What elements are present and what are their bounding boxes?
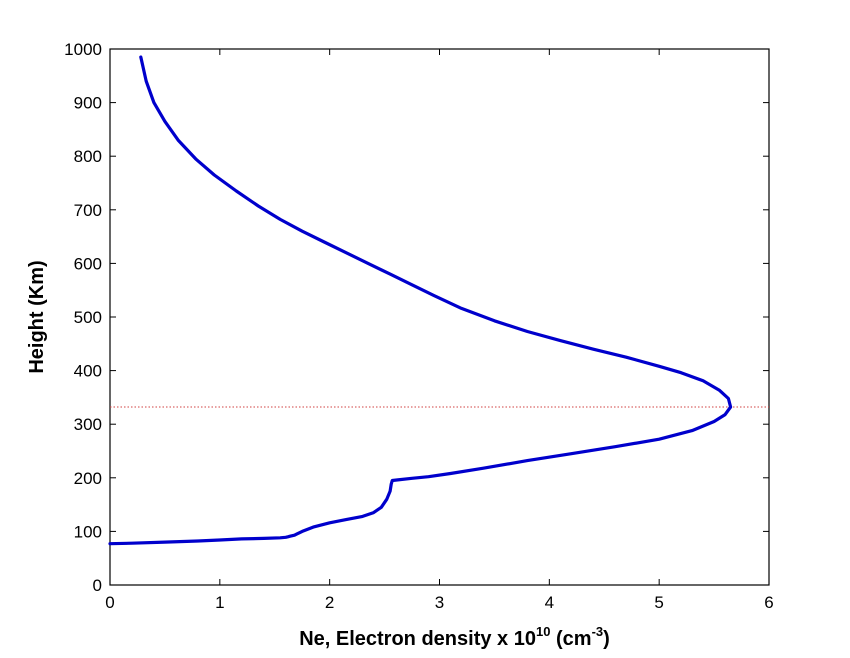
x-axis-title-exponent: 10	[536, 624, 550, 639]
x-axis-title-main: Ne, Electron density x 10	[299, 628, 536, 650]
y-tick-label: 600	[74, 254, 102, 273]
plot-frame	[109, 48, 770, 586]
series-line-1	[108, 55, 733, 546]
labels-group: Ne, Electron density x 1010 (cm-3) Heigh…	[26, 260, 610, 650]
x-tick-label: 6	[764, 593, 773, 612]
x-axis-title: Ne, Electron density x 1010 (cm-3)	[299, 624, 610, 650]
y-tick-label: 900	[74, 94, 102, 113]
y-tick-label: 700	[74, 201, 102, 220]
x-tick-label: 2	[325, 593, 334, 612]
y-tick-label: 400	[74, 362, 102, 381]
y-tick-label: 800	[74, 147, 102, 166]
y-tick-label: 0	[93, 576, 102, 595]
series-group	[108, 55, 733, 546]
x-axis-title-unit-close: )	[603, 628, 610, 650]
y-tick-label: 500	[74, 308, 102, 327]
y-tick-label: 300	[74, 415, 102, 434]
x-tick-label: 1	[215, 593, 224, 612]
x-tick-label: 5	[654, 593, 663, 612]
y-tick-label: 200	[74, 469, 102, 488]
x-tick-label: 4	[545, 593, 554, 612]
x-tick-label: 3	[435, 593, 444, 612]
x-axis-title-unit-open: (cm	[550, 628, 591, 650]
y-tick-label: 100	[74, 522, 102, 541]
y-tick-label: 1000	[64, 40, 102, 59]
x-axis-title-unit-exponent: -3	[592, 624, 604, 639]
ticks-group: 0 1 2 3 4 5 6 0 100 200 300 400 500 600 700 800 900 1000	[64, 40, 774, 612]
x-tick-label: 0	[105, 593, 114, 612]
y-axis-title: Height (Km)	[26, 260, 48, 373]
plot-axes	[109, 48, 770, 586]
